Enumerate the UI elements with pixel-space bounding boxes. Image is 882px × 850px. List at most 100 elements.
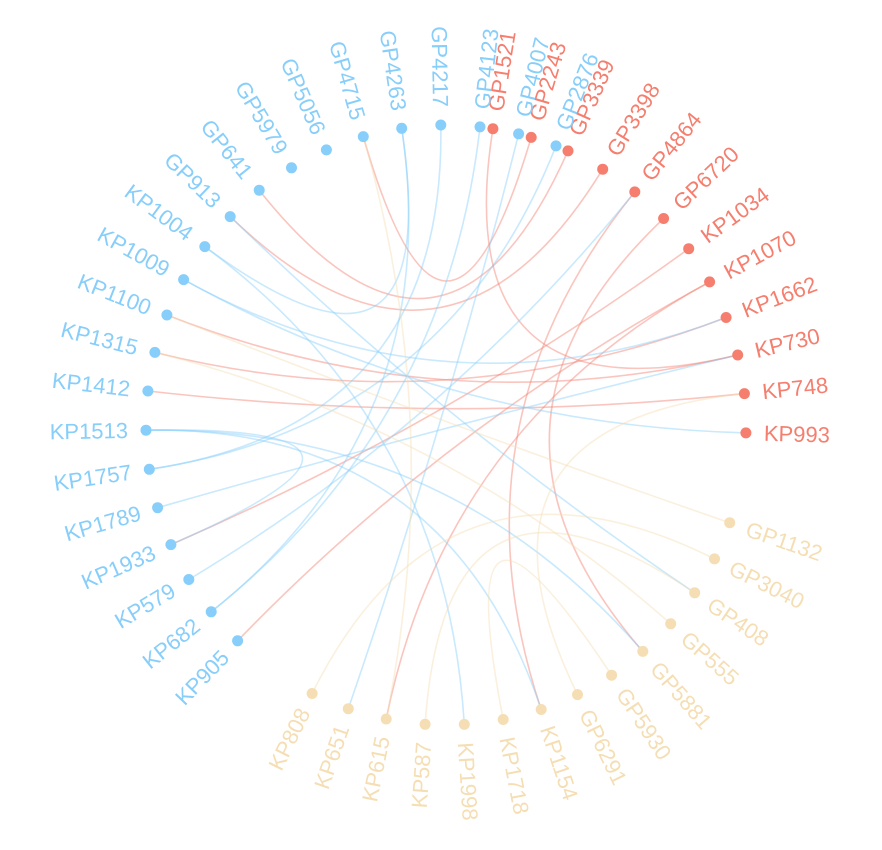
node-label: KP1789 xyxy=(62,501,144,547)
node-dot xyxy=(732,349,744,361)
node-label: KP1933 xyxy=(78,540,160,594)
node-dot xyxy=(199,241,211,253)
chord-link xyxy=(147,390,745,410)
node-dot xyxy=(740,427,752,439)
chord-link xyxy=(188,191,636,581)
chord-link xyxy=(347,133,520,709)
node-label: KP579 xyxy=(110,578,180,633)
chord-link xyxy=(229,216,696,594)
node-dot xyxy=(474,121,486,133)
node-dot xyxy=(419,718,431,730)
node-dot xyxy=(550,140,562,152)
node-dot xyxy=(637,645,649,657)
node-dot xyxy=(178,274,190,286)
chord-link xyxy=(210,126,481,613)
node-dot xyxy=(525,131,537,143)
node-dot xyxy=(720,312,732,323)
chord-link xyxy=(204,245,466,725)
node-dot xyxy=(165,539,177,551)
chord-link xyxy=(149,124,442,471)
node-label: GP913 xyxy=(159,148,226,214)
chord-link xyxy=(229,168,604,311)
node-label: KP1100 xyxy=(74,269,154,320)
node-dot xyxy=(535,704,547,715)
node-dot xyxy=(357,131,369,143)
node-label: KP1154 xyxy=(535,723,583,804)
node-label: KP1662 xyxy=(738,271,820,322)
chord-link xyxy=(237,281,710,642)
node-label: KP1718 xyxy=(494,735,533,817)
node-dot xyxy=(658,213,670,224)
node-dot xyxy=(140,424,152,436)
chord-link xyxy=(145,429,644,652)
node-label: KP651 xyxy=(309,722,354,793)
node-label: KP615 xyxy=(357,734,395,804)
chord-link xyxy=(508,191,636,710)
chord-link xyxy=(210,128,410,613)
chord-link xyxy=(362,136,413,720)
node-dot xyxy=(597,163,609,175)
chord-link xyxy=(424,531,696,725)
node-label: GP3040 xyxy=(725,556,808,614)
chord-link xyxy=(536,392,745,695)
node-label: GP5056 xyxy=(276,54,331,138)
node-dot xyxy=(161,309,173,321)
chord-link xyxy=(311,513,715,694)
node-label: GP4715 xyxy=(324,38,370,122)
node-label: KP1009 xyxy=(93,222,174,282)
node-label: KP1998 xyxy=(453,742,483,822)
node-dot xyxy=(665,618,677,630)
chord-link xyxy=(548,217,665,652)
node-label: KP587 xyxy=(407,741,437,809)
chord-link xyxy=(183,278,746,434)
node-label: KP905 xyxy=(170,645,234,710)
chord-link xyxy=(149,145,557,471)
chord-link xyxy=(166,314,730,524)
node-dot xyxy=(183,574,195,585)
node-label: GP4263 xyxy=(375,29,412,113)
chord-link xyxy=(166,314,738,383)
node-dot xyxy=(142,385,154,397)
node-dot xyxy=(689,587,701,599)
node-dot xyxy=(380,713,392,725)
node-dot xyxy=(487,123,499,135)
node-dot xyxy=(683,243,695,255)
chord-link xyxy=(170,248,690,546)
node-dot xyxy=(232,635,244,647)
node-dot xyxy=(320,144,332,156)
node-dot xyxy=(458,718,470,730)
node-dot xyxy=(396,122,408,134)
node-dot xyxy=(435,119,447,131)
node-label: KP1412 xyxy=(51,368,132,402)
node-label: KP1513 xyxy=(49,418,128,444)
node-dot xyxy=(704,276,716,288)
node-dot xyxy=(149,346,161,358)
node-label: GP4217 xyxy=(427,26,453,107)
node-label: KP682 xyxy=(138,613,205,674)
chord-link xyxy=(183,278,727,364)
node-label: KP730 xyxy=(752,323,822,363)
chord-link xyxy=(487,559,613,720)
chord-link xyxy=(362,136,532,282)
chord-link xyxy=(485,128,738,370)
node-dot xyxy=(572,689,583,701)
node-dot xyxy=(205,606,217,618)
node-label: GP1132 xyxy=(743,517,826,566)
node-dot xyxy=(286,162,297,174)
node-label: KP1315 xyxy=(58,317,140,360)
node-dot xyxy=(224,211,236,223)
node-label: KP748 xyxy=(761,372,829,404)
node-dot xyxy=(306,688,318,699)
node-dot xyxy=(724,517,736,529)
chord-nodes xyxy=(140,119,752,730)
chord-link xyxy=(258,150,569,300)
chord-link xyxy=(154,351,672,625)
chord-link xyxy=(145,429,542,710)
node-dot xyxy=(606,669,618,681)
node-dot xyxy=(497,714,509,725)
node-dot xyxy=(253,184,265,196)
chord-link xyxy=(145,429,304,546)
node-label: GP6291 xyxy=(574,705,632,789)
